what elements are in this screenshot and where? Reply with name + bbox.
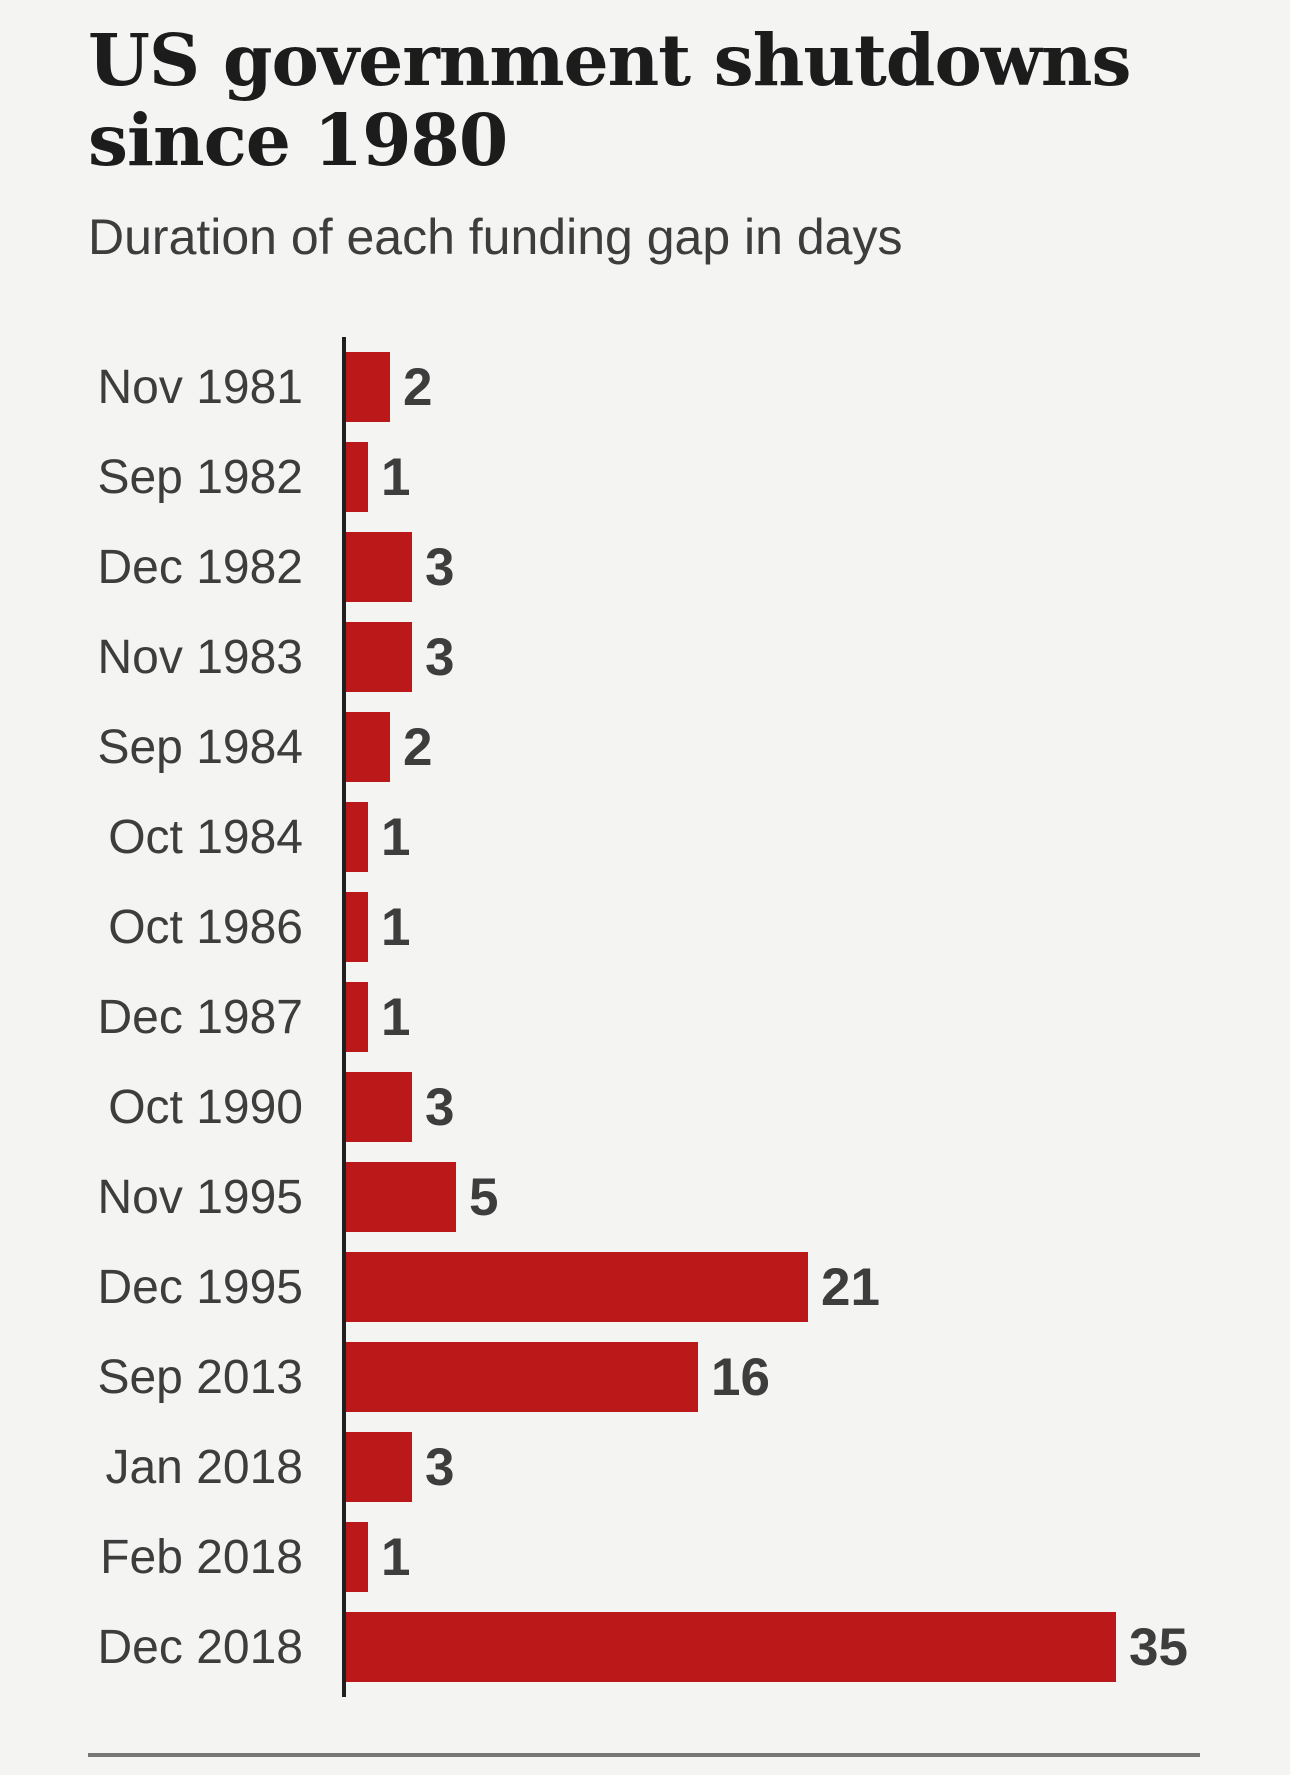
bar (346, 712, 390, 782)
category-label: Dec 1995 (97, 1260, 303, 1314)
bar-row: Nov 1981 2 (0, 342, 1290, 432)
bar (346, 1252, 808, 1322)
bar-row: Jan 2018 3 (0, 1422, 1290, 1512)
footer-divider (88, 1753, 1200, 1757)
category-label: Dec 2018 (97, 1620, 303, 1674)
category-label: Dec 1982 (97, 540, 303, 594)
category-label: Sep 1982 (97, 450, 303, 504)
category-label: Nov 1981 (97, 360, 303, 414)
bar (346, 1612, 1116, 1682)
bar (346, 1072, 412, 1142)
value-label: 2 (403, 357, 433, 417)
bar-row: Nov 1995 5 (0, 1152, 1290, 1242)
chart-rows: Nov 1981 2 Sep 1982 1 Dec 1982 3 Nov 198… (0, 342, 1290, 1692)
bar (346, 352, 390, 422)
value-label: 35 (1129, 1617, 1188, 1677)
bar-row: Sep 2013 16 (0, 1332, 1290, 1422)
category-label: Dec 1987 (97, 990, 303, 1044)
bar-row: Sep 1984 2 (0, 702, 1290, 792)
bar (346, 1522, 368, 1592)
chart-subtitle: Duration of each funding gap in days (88, 209, 903, 265)
bar (346, 1432, 412, 1502)
bar-row: Nov 1983 3 (0, 612, 1290, 702)
value-label: 3 (425, 1437, 455, 1497)
bar (346, 1162, 456, 1232)
bar-row: Dec 1982 3 (0, 522, 1290, 612)
bar (346, 982, 368, 1052)
bar-row: Oct 1990 3 (0, 1062, 1290, 1152)
value-label: 1 (381, 1527, 411, 1587)
bar-row: Oct 1984 1 (0, 792, 1290, 882)
bar-row: Dec 1995 21 (0, 1242, 1290, 1332)
bar (346, 622, 412, 692)
value-label: 1 (381, 987, 411, 1047)
value-label: 16 (711, 1347, 770, 1407)
chart-title-line2: since 1980 (88, 98, 508, 182)
category-label: Sep 1984 (97, 720, 303, 774)
y-axis-line (342, 337, 346, 1697)
bar-row: Dec 2018 35 (0, 1602, 1290, 1692)
bar (346, 1342, 698, 1412)
value-label: 3 (425, 537, 455, 597)
category-label: Sep 2013 (97, 1350, 303, 1404)
bar (346, 442, 368, 512)
bar-row: Feb 2018 1 (0, 1512, 1290, 1602)
value-label: 1 (381, 807, 411, 867)
chart-title-line1: US government shutdowns (88, 18, 1132, 102)
category-label: Nov 1983 (97, 630, 303, 684)
bar-row: Sep 1982 1 (0, 432, 1290, 522)
value-label: 3 (425, 627, 455, 687)
value-label: 1 (381, 447, 411, 507)
chart-title: US government shutdowns since 1980 (88, 18, 1132, 182)
bar (346, 532, 412, 602)
category-label: Jan 2018 (105, 1440, 303, 1494)
category-label: Oct 1984 (108, 810, 303, 864)
value-label: 3 (425, 1077, 455, 1137)
bar-chart: Nov 1981 2 Sep 1982 1 Dec 1982 3 Nov 198… (0, 337, 1290, 1697)
value-label: 21 (821, 1257, 880, 1317)
category-label: Feb 2018 (100, 1530, 303, 1584)
value-label: 1 (381, 897, 411, 957)
bar (346, 802, 368, 872)
category-label: Oct 1986 (108, 900, 303, 954)
value-label: 5 (469, 1167, 499, 1227)
bar-row: Dec 1987 1 (0, 972, 1290, 1062)
category-label: Oct 1990 (108, 1080, 303, 1134)
value-label: 2 (403, 717, 433, 777)
bar (346, 892, 368, 962)
category-label: Nov 1995 (97, 1170, 303, 1224)
bar-row: Oct 1986 1 (0, 882, 1290, 972)
